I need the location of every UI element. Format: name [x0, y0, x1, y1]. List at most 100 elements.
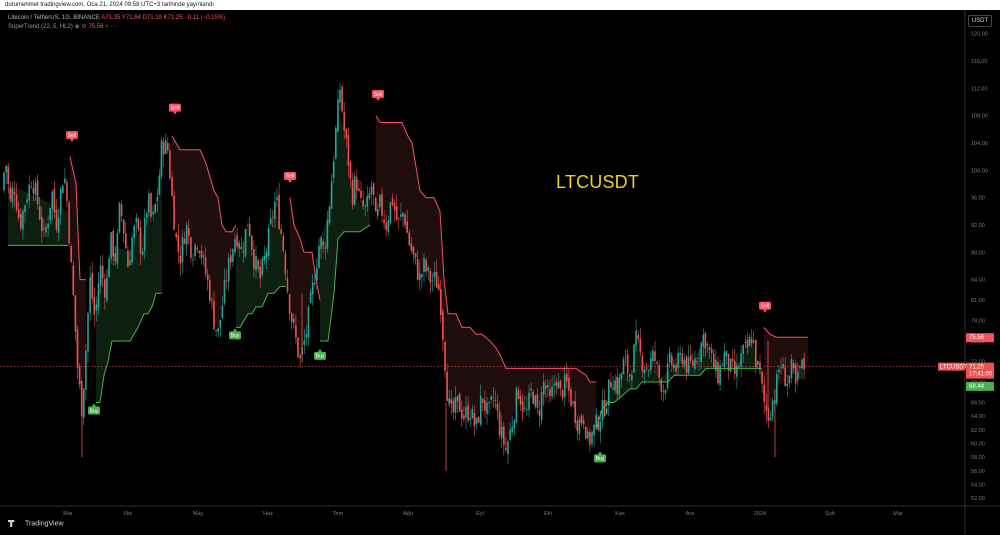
candle-body	[641, 355, 644, 372]
y-tick-label: 116.00	[971, 59, 987, 65]
sell-signal[interactable]: Sell	[66, 130, 78, 142]
candle-body	[706, 343, 709, 346]
brand-label: TradingView	[25, 520, 64, 528]
candle-body	[482, 398, 484, 403]
y-tick-label: 54.00	[971, 483, 985, 489]
supertrend-line-up	[236, 285, 286, 328]
candle-body	[49, 208, 51, 220]
candle-body	[135, 217, 138, 223]
candle-body	[794, 364, 797, 384]
candle-body	[656, 362, 658, 364]
y-tick-label: 81.00	[971, 298, 985, 304]
settings-icon[interactable]: ⚙	[81, 24, 87, 30]
supertrend-up-price-tag-bg	[966, 381, 994, 391]
candle-body	[358, 188, 360, 191]
x-tick-label: 2024	[754, 511, 766, 517]
y-tick-label: 52.00	[971, 496, 985, 502]
buy-signal[interactable]: Buy	[229, 328, 241, 340]
candle-body	[349, 162, 352, 179]
candle-body	[284, 253, 287, 275]
candle-body	[251, 235, 253, 250]
candle-body	[679, 352, 681, 355]
candle-body	[484, 400, 486, 411]
candle-body	[341, 86, 343, 112]
legend-indicator-row[interactable]: SuperTrend (22, 5, HL2) ◉ ⚙ 75.56 × ⋯	[8, 23, 225, 32]
supertrend-down-price-tag-bg	[966, 333, 994, 343]
currency-badge[interactable]: USDT	[968, 15, 992, 27]
candle-body	[591, 432, 593, 444]
candle-body	[70, 246, 72, 263]
candle-body	[496, 404, 499, 411]
candle-body	[91, 273, 93, 299]
candle-body	[498, 411, 501, 436]
candle-body	[120, 204, 123, 216]
chart-frame[interactable]: 120.00 116.00 112.00 108.00 104.00 100.00 96.0…	[0, 10, 1000, 535]
candle-body	[332, 161, 335, 178]
candle-body	[337, 99, 339, 132]
buy-signal[interactable]: Buy	[594, 451, 606, 463]
candle-body	[744, 342, 747, 343]
legend-symbol-row: Litecoin / TetherUS, 1G, BINANCE A71.35 …	[8, 14, 225, 23]
candle-body	[503, 426, 505, 445]
legend-ohlc: A71.35 Y71.64 D71.19 K71.25 −0.11 (−0.15…	[101, 15, 226, 21]
candle-body	[469, 417, 471, 420]
candle-body	[20, 213, 22, 229]
candle-body	[196, 247, 198, 250]
candle-body	[572, 401, 574, 404]
legend-symbol: Litecoin / TetherUS, 1G, BINANCE	[8, 15, 100, 21]
candle-body	[479, 396, 482, 425]
sell-signal[interactable]: Sell	[169, 103, 181, 115]
candle-body	[303, 340, 306, 345]
candle-body	[274, 201, 276, 220]
candle-body	[9, 187, 12, 200]
candle-body	[158, 175, 161, 195]
buy-signal[interactable]: Buy	[88, 403, 100, 415]
candle-body	[51, 191, 54, 209]
legend-indicator-name: SuperTrend (22, 5, HL2)	[8, 24, 73, 30]
sell-signal[interactable]: Sell	[759, 301, 771, 313]
candle-body	[576, 420, 579, 432]
candle-body	[362, 200, 364, 207]
candle-body	[280, 229, 282, 234]
candle-body	[389, 202, 392, 224]
candle-body	[515, 387, 518, 423]
candle-body	[494, 399, 497, 401]
candle-body	[444, 341, 446, 371]
candle-body	[400, 214, 402, 217]
candle-body	[553, 384, 555, 386]
candle-body	[131, 237, 133, 263]
candle-body	[206, 274, 209, 281]
sell-signal[interactable]: Sell	[372, 89, 384, 101]
x-tick-label: Kas	[615, 511, 625, 517]
tradingview-logo: TradingView	[8, 520, 64, 527]
candle-body	[412, 247, 415, 255]
candle-body	[593, 424, 595, 436]
candle-body	[660, 379, 663, 392]
candle-body	[505, 447, 507, 450]
signals-layer: Sell Buy Sell Buy Sell Buy Sell Buy Sell	[66, 89, 771, 463]
candle-body	[198, 250, 201, 253]
price-chart[interactable]: 120.00 116.00 112.00 108.00 104.00 100.00 96.0…	[0, 10, 1000, 535]
candle-body	[288, 294, 291, 314]
close-icon[interactable]: ×	[105, 24, 109, 30]
candle-body	[156, 197, 159, 201]
candle-body	[372, 182, 375, 196]
candle-body	[704, 332, 707, 349]
candle-body	[555, 381, 558, 386]
symbol-price-tag-text: LTCUSDT	[940, 365, 968, 371]
supertrend-lines	[8, 115, 808, 430]
candle-body	[148, 193, 150, 213]
buy-signal[interactable]: Buy	[314, 348, 326, 360]
candle-body	[55, 209, 58, 230]
candle-body	[664, 389, 667, 394]
eye-icon[interactable]: ◉	[74, 24, 80, 30]
sell-signal[interactable]: Sell	[284, 171, 296, 183]
candle-body	[34, 183, 37, 195]
candle-body	[458, 393, 461, 412]
candle-body	[223, 279, 226, 304]
candle-body	[429, 271, 432, 283]
more-icon[interactable]: ⋯	[110, 24, 117, 30]
candle-body	[211, 299, 213, 301]
candle-body	[322, 241, 324, 246]
x-tick-label: Mar	[63, 511, 73, 517]
